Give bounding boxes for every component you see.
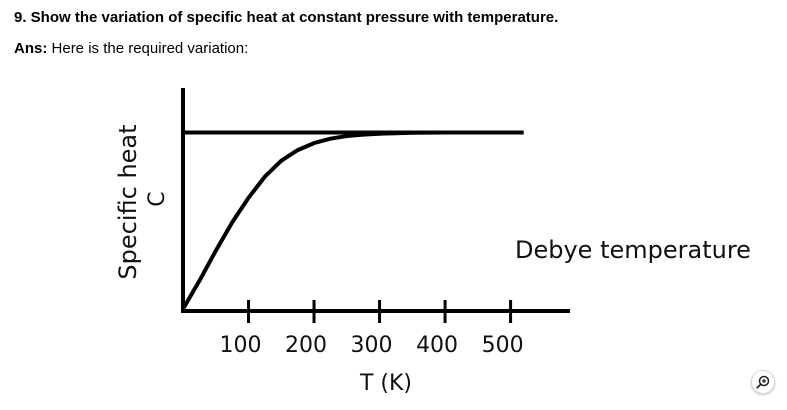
chart-axes <box>181 88 570 313</box>
y-axis-label: Specific heat <box>114 124 142 279</box>
zoom-in-icon <box>756 375 770 389</box>
x-tick-label: 100 <box>220 333 262 358</box>
y-axis-symbol: C <box>145 191 170 206</box>
x-tick-label: 400 <box>416 333 458 358</box>
specific-heat-curve <box>181 130 513 311</box>
question-title: 9. Show the variation of specific heat a… <box>14 9 559 26</box>
debye-temperature-annotation: Debye temperature <box>515 236 751 264</box>
zoom-button[interactable] <box>751 370 775 394</box>
x-tick-label: 500 <box>482 333 524 358</box>
answer-line: Ans: Here is the required variation: <box>14 40 248 57</box>
x-tick-label: 300 <box>351 333 393 358</box>
x-ticks: 100 200 300 400 500 <box>220 300 524 358</box>
x-axis-label: T (K) <box>359 371 412 396</box>
answer-text: Here is the required variation: <box>51 40 249 57</box>
x-tick-label: 200 <box>285 333 327 358</box>
answer-label: Ans: <box>14 40 48 57</box>
